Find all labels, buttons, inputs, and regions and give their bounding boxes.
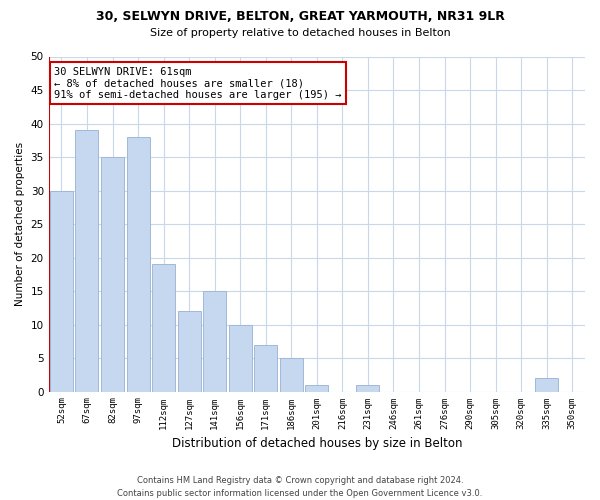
Text: Contains HM Land Registry data © Crown copyright and database right 2024.
Contai: Contains HM Land Registry data © Crown c… <box>118 476 482 498</box>
Text: Size of property relative to detached houses in Belton: Size of property relative to detached ho… <box>149 28 451 38</box>
X-axis label: Distribution of detached houses by size in Belton: Distribution of detached houses by size … <box>172 437 462 450</box>
Bar <box>101 157 124 392</box>
Bar <box>356 385 379 392</box>
Text: 30 SELWYN DRIVE: 61sqm
← 8% of detached houses are smaller (18)
91% of semi-deta: 30 SELWYN DRIVE: 61sqm ← 8% of detached … <box>54 66 341 100</box>
Bar <box>203 291 226 392</box>
Text: 30, SELWYN DRIVE, BELTON, GREAT YARMOUTH, NR31 9LR: 30, SELWYN DRIVE, BELTON, GREAT YARMOUTH… <box>95 10 505 23</box>
Bar <box>305 385 328 392</box>
Bar <box>76 130 98 392</box>
Bar <box>50 190 73 392</box>
Bar <box>152 264 175 392</box>
Bar <box>229 324 252 392</box>
Bar <box>254 344 277 392</box>
Y-axis label: Number of detached properties: Number of detached properties <box>15 142 25 306</box>
Bar <box>280 358 303 392</box>
Bar <box>127 137 149 392</box>
Bar <box>535 378 558 392</box>
Bar <box>178 311 200 392</box>
